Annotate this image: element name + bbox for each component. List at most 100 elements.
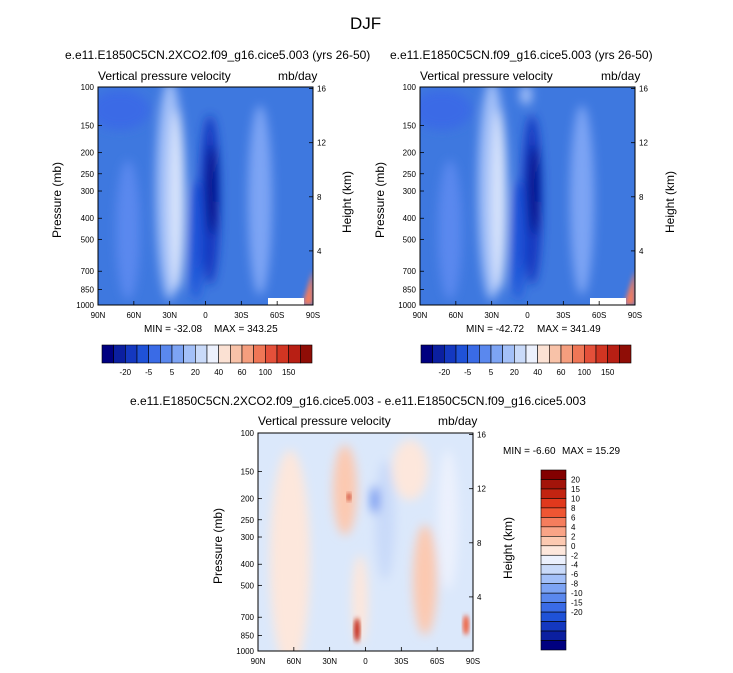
panel-1-colorbar: -20 -5 5 20 40 60 100 150 xyxy=(101,344,313,377)
panel-3-colorbar-label: -8 xyxy=(571,580,579,589)
panel-3-colorbar-box xyxy=(540,517,567,528)
panel-1-descent-core xyxy=(207,145,217,235)
panel-1-xtick-label: 0 xyxy=(203,311,208,320)
panel-3-colorbar-box xyxy=(540,469,567,480)
panel-1-colorbar-label: 5 xyxy=(170,368,175,377)
panel-2-midlat-region xyxy=(570,105,594,295)
panel-3-colorbar-label: 4 xyxy=(571,523,576,532)
panel-3-nh-positive xyxy=(270,450,310,651)
panel-1-colorbar-box xyxy=(113,344,126,364)
panel-1-colorbar-box xyxy=(183,344,196,364)
panel-2-colorbar-label: 5 xyxy=(489,368,494,377)
panel-3-upper-sh-positive xyxy=(392,440,428,500)
panel-1-ytick-label: 700 xyxy=(81,267,95,276)
panel-3-min-label: MIN = -6.60 xyxy=(503,446,556,457)
panel-3-xtick-label: 90S xyxy=(466,657,480,666)
panel-3-ytick-label: 700 xyxy=(241,613,255,622)
panel-3-ytick-label: 1000 xyxy=(236,647,254,656)
panel-1-xtick-label: 60N xyxy=(126,311,141,320)
figure-title: DJF xyxy=(350,14,382,33)
panel-1-colorbar-box xyxy=(206,344,219,364)
panel-3-colorbar-label: 8 xyxy=(571,504,576,513)
panel-3-ytick-right-label: 16 xyxy=(477,431,486,440)
panel-2-xtick-label: 90S xyxy=(628,311,642,320)
panel-2-colorbar-box xyxy=(595,344,608,364)
panel-1-colorbar-label: 60 xyxy=(238,368,247,377)
panel-1-min-label: MIN = -32.08 xyxy=(144,324,203,335)
panel-2-title: e.e11.E1850C5CN.f09_g16.cice5.003 (yrs 2… xyxy=(390,48,653,62)
panel-2-ytick-label: 300 xyxy=(403,187,417,196)
panel-3-xtick-label: 30N xyxy=(322,657,337,666)
panel-2-ytick-label: 100 xyxy=(403,83,417,92)
panel-1-colorbar-box xyxy=(195,344,208,364)
panel-3-colorbar-box xyxy=(540,621,567,632)
panel-2-colorbar-label: -5 xyxy=(464,368,472,377)
panel-2-xtick-label: 60N xyxy=(448,311,463,320)
panel-3-colorbar-label: -15 xyxy=(571,599,583,608)
panel-2-colorbar-box xyxy=(514,344,527,364)
panel-3-colorbar-box xyxy=(540,498,567,509)
panel-3-ytick-label: 150 xyxy=(241,467,255,476)
panel-2-ytick-right-label: 8 xyxy=(639,193,644,202)
panel-3-ytick-label: 850 xyxy=(241,632,255,641)
panel-2-xtick-label: 0 xyxy=(525,311,530,320)
panel-1-colorbar-label: 100 xyxy=(259,368,273,377)
panel-2-ytick-label: 150 xyxy=(403,121,417,130)
panel-1-xtick-label: 60S xyxy=(270,311,284,320)
panel-2-top-notch xyxy=(520,87,532,105)
panel-3-sh-positive xyxy=(413,525,437,635)
panel-2-descent-core xyxy=(529,145,539,235)
panel-2-colorbar-box xyxy=(502,344,515,364)
panel-1-colorbar-box xyxy=(276,344,289,364)
panel-1-ytick-label: 250 xyxy=(81,170,95,179)
panel-2-colorbar-label: -20 xyxy=(439,368,451,377)
panel-3-ytick-right-label: 4 xyxy=(477,593,482,602)
panel-2-colorbar-box xyxy=(467,344,480,364)
panel-3-ytick-label: 400 xyxy=(241,560,255,569)
panel-3-colorbar-label: -20 xyxy=(571,608,583,617)
panel-3-colorbar-box xyxy=(540,526,567,537)
panel-1-top-region xyxy=(98,90,150,130)
panel-2-antarctic-region xyxy=(624,270,635,305)
panel-2-colorbar-box xyxy=(420,344,433,364)
panel-1-units-label: mb/day xyxy=(278,69,318,83)
panel-3-upper-max-spot xyxy=(347,493,351,501)
panel-1-ytick-right-label: 12 xyxy=(317,139,326,148)
panel-2-ytick-label: 200 xyxy=(403,149,417,158)
panel-2-ytick-right-label: 16 xyxy=(639,85,648,94)
panel-2-colorbar-box xyxy=(444,344,457,364)
panel-3-colorbar-box xyxy=(540,640,567,651)
panel-1-colorbar-box xyxy=(136,344,149,364)
panel-1-ytick-right-label: 16 xyxy=(317,85,326,94)
panel-1-ytick-label: 850 xyxy=(81,286,95,295)
panel-1-ascent-core xyxy=(169,110,185,290)
panel-3-xtick-label: 0 xyxy=(363,657,368,666)
panel-3-max-label: MAX = 15.29 xyxy=(562,446,621,457)
panel-2-colorbar-label: 40 xyxy=(533,368,542,377)
panel-3-field xyxy=(258,433,473,651)
panel-3-sh-max-spot xyxy=(463,615,469,635)
panel-3-colorbar-label: 2 xyxy=(571,532,576,541)
panel-3-xtick-label: 60N xyxy=(286,657,301,666)
panel-2-xtick-label: 60S xyxy=(592,311,606,320)
panel-2-colorbar-box xyxy=(607,344,620,364)
panel-2-ascent-core xyxy=(491,110,507,290)
panel-3-colorbar-label: -6 xyxy=(571,570,579,579)
panel-1-colorbar-label: -5 xyxy=(145,368,153,377)
panel-1-colorbar-box xyxy=(241,344,254,364)
panel-3-colorbar-box xyxy=(540,592,567,603)
panel-2-surface-mask xyxy=(590,298,626,305)
panel-1-colorbar-box xyxy=(160,344,173,364)
panel-3-units-label: mb/day xyxy=(438,414,478,428)
panel-3-colorbar-box xyxy=(540,554,567,566)
panel-1-xtick-label: 90S xyxy=(306,311,320,320)
panel-2-colorbar-box xyxy=(432,344,445,364)
panel-3-colorbar-label: 15 xyxy=(571,485,580,494)
panel-2-colorbar-box xyxy=(479,344,492,364)
panel-2-colorbar-box xyxy=(619,344,632,364)
panel-3-colorbar-box xyxy=(540,583,567,594)
panel-1-colorbar-box xyxy=(171,344,184,364)
panel-2-colorbar-label: 150 xyxy=(601,368,615,377)
